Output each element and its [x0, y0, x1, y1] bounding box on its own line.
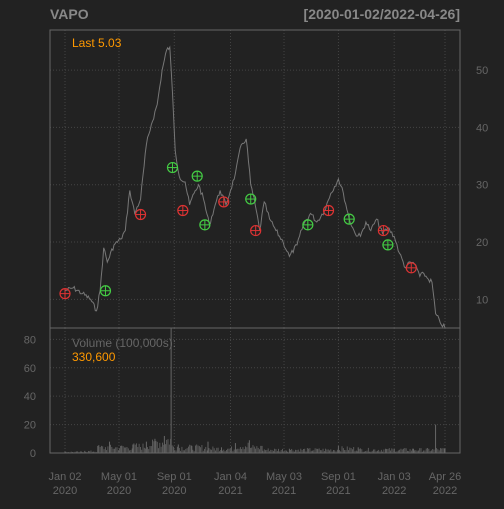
volume-tick-label: 80 [24, 334, 36, 346]
date-tick-year: 2021 [218, 485, 242, 497]
sell-marker [177, 204, 189, 217]
date-tick-label: Sep 01 [157, 471, 192, 483]
buy-marker [382, 239, 394, 251]
date-tick-label: May 03 [266, 471, 302, 483]
sell-marker [218, 196, 230, 208]
date-tick-label: Jan 04 [214, 471, 247, 483]
buy-marker [191, 170, 203, 182]
volume-tick-label: 0 [30, 448, 36, 460]
date-tick-year: 2021 [326, 485, 350, 497]
sell-marker [59, 288, 71, 300]
price-tick-label: 30 [476, 180, 488, 192]
sell-marker [322, 204, 335, 217]
date-tick-year: 2020 [162, 485, 186, 497]
date-axis: Jan 02 2020 May 01 2020 Sep 01 2020 Jan 04 2021… [48, 471, 461, 497]
volume-last-label: 330,600 [72, 350, 116, 364]
last-price-label: Last 5.03 [72, 36, 122, 50]
buy-marker [199, 219, 211, 231]
date-tick-label: Jan 03 [378, 471, 411, 483]
price-tick-label: 20 [476, 237, 488, 249]
buy-marker [99, 285, 112, 297]
volume-tick-label: 20 [24, 420, 36, 432]
sell-marker [250, 224, 262, 237]
date-tick-year: 2022 [382, 485, 406, 497]
date-tick-label: Sep 01 [321, 471, 356, 483]
chart-title: VAPO [50, 6, 89, 22]
volume-tick-label: 60 [24, 363, 36, 375]
buy-marker [245, 193, 257, 205]
volume-bars [64, 328, 446, 453]
buy-marker [302, 219, 314, 231]
price-tick-label: 50 [476, 65, 488, 77]
volume-axis: 0 20 40 60 80 [24, 334, 36, 460]
volume-panel-frame [49, 327, 461, 454]
sell-marker [134, 208, 147, 221]
signal-markers [59, 161, 417, 300]
date-tick-label: Apr 26 [429, 471, 461, 483]
price-axis: 10 20 30 40 50 [476, 65, 488, 306]
date-tick-year: 2020 [107, 485, 131, 497]
date-tick-label: May 01 [101, 471, 137, 483]
date-tick-year: 2022 [433, 485, 457, 497]
date-range-label: [2020-01-02/2022-04-26] [304, 6, 460, 22]
sell-marker [377, 224, 389, 237]
price-tick-label: 40 [476, 122, 488, 134]
sell-marker [405, 262, 417, 274]
price-tick-label: 10 [476, 294, 488, 306]
volume-label: Volume (100,000s): [72, 336, 176, 350]
date-tick-year: 2021 [272, 485, 296, 497]
price-gridlines [50, 30, 460, 328]
date-tick-year: 2020 [53, 485, 77, 497]
date-tick-label: Jan 02 [48, 471, 81, 483]
buy-marker [343, 213, 355, 225]
buy-marker [166, 161, 179, 174]
volume-tick-label: 40 [24, 391, 36, 403]
